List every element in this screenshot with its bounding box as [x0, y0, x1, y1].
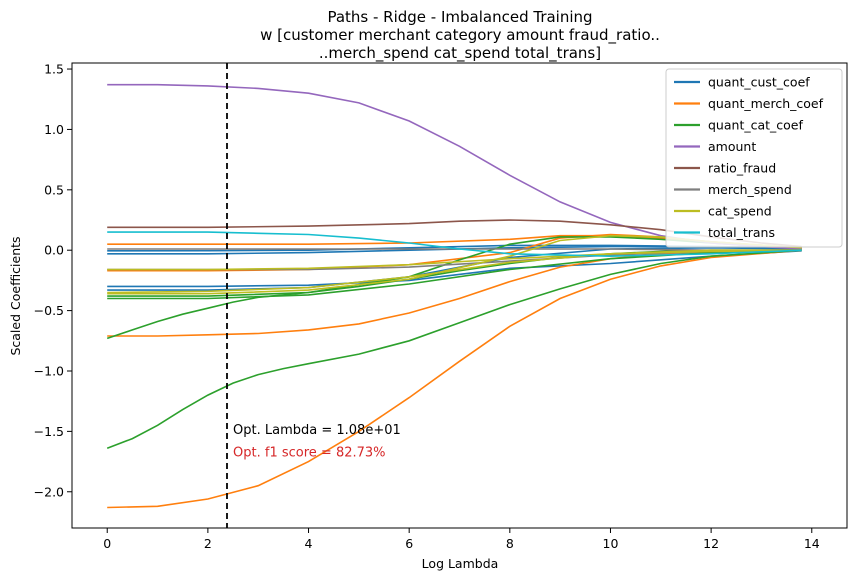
- legend-label-quant-merch-coef: quant_merch_coef: [708, 96, 824, 111]
- x-tick-label: 4: [305, 536, 313, 551]
- plot-area-frame: [71, 62, 848, 529]
- annotation-opt-f1: Opt. f1 score = 82.73%: [233, 446, 385, 461]
- legend-label-amount: amount: [708, 139, 756, 154]
- y-tick-label: −2.0: [34, 484, 64, 499]
- y-axis: −2.0 −1.5 −1.0 −0.5 0.0 0.5 1.0 1.5: [34, 62, 72, 499]
- x-tick-label: 14: [804, 536, 820, 551]
- x-tick-label: 6: [405, 536, 413, 551]
- x-axis-label: Log Lambda: [422, 556, 499, 571]
- y-tick-label: −1.5: [34, 424, 64, 439]
- series-line-quant-merch-coef-0: [107, 249, 802, 509]
- x-tick-label: 2: [204, 536, 212, 551]
- title-line-2: w [customer merchant category amount fra…: [260, 26, 660, 45]
- x-tick-label: 0: [103, 536, 111, 551]
- legend-label-cat-spend: cat_spend: [708, 204, 772, 219]
- y-axis-label: Scaled Coefficients: [8, 236, 23, 355]
- legend: quant_cust_coef quant_merch_coef quant_cat…: [665, 68, 843, 248]
- legend-label-quant-cust-coef: quant_cust_coef: [708, 75, 810, 90]
- series-line-total-trans-0: [107, 231, 802, 258]
- y-tick-label: −0.5: [34, 303, 64, 318]
- legend-label-merch-spend: merch_spend: [708, 182, 792, 197]
- x-tick-label: 12: [703, 536, 719, 551]
- y-tick-label: 1.5: [44, 62, 64, 77]
- x-axis: 0 2 4 6 8 10 12 14: [103, 528, 820, 551]
- legend-box: [665, 68, 843, 248]
- series-line-quant-cust-coef-0: [107, 250, 802, 288]
- title-line-3: ..merch_spend cat_spend total_trans]: [319, 44, 601, 63]
- legend-label-quant-cat-coef: quant_cat_coef: [708, 118, 803, 133]
- annotations: Opt. Lambda = 1.08e+01 Opt. f1 score = 8…: [233, 423, 401, 461]
- series-line-quant-cat-coef-0: [106, 249, 802, 450]
- y-tick-label: −1.0: [34, 363, 64, 378]
- y-tick-label: 1.0: [44, 122, 64, 137]
- series-line-cat-spend-2: [107, 249, 802, 271]
- x-tick-label: 10: [603, 536, 619, 551]
- y-tick-label: 0.5: [44, 182, 64, 197]
- y-tick-label: 0.0: [44, 243, 64, 258]
- x-tick-label: 8: [506, 536, 514, 551]
- legend-label-ratio-fraud: ratio_fraud: [708, 161, 776, 176]
- chart-title: Paths - Ridge - Imbalanced Training w [c…: [260, 8, 660, 63]
- title-line-1: Paths - Ridge - Imbalanced Training: [327, 8, 592, 26]
- series-line-cat-spend-0: [107, 249, 802, 294]
- legend-label-total-trans: total_trans: [708, 225, 775, 240]
- annotation-opt-lambda: Opt. Lambda = 1.08e+01: [233, 423, 401, 438]
